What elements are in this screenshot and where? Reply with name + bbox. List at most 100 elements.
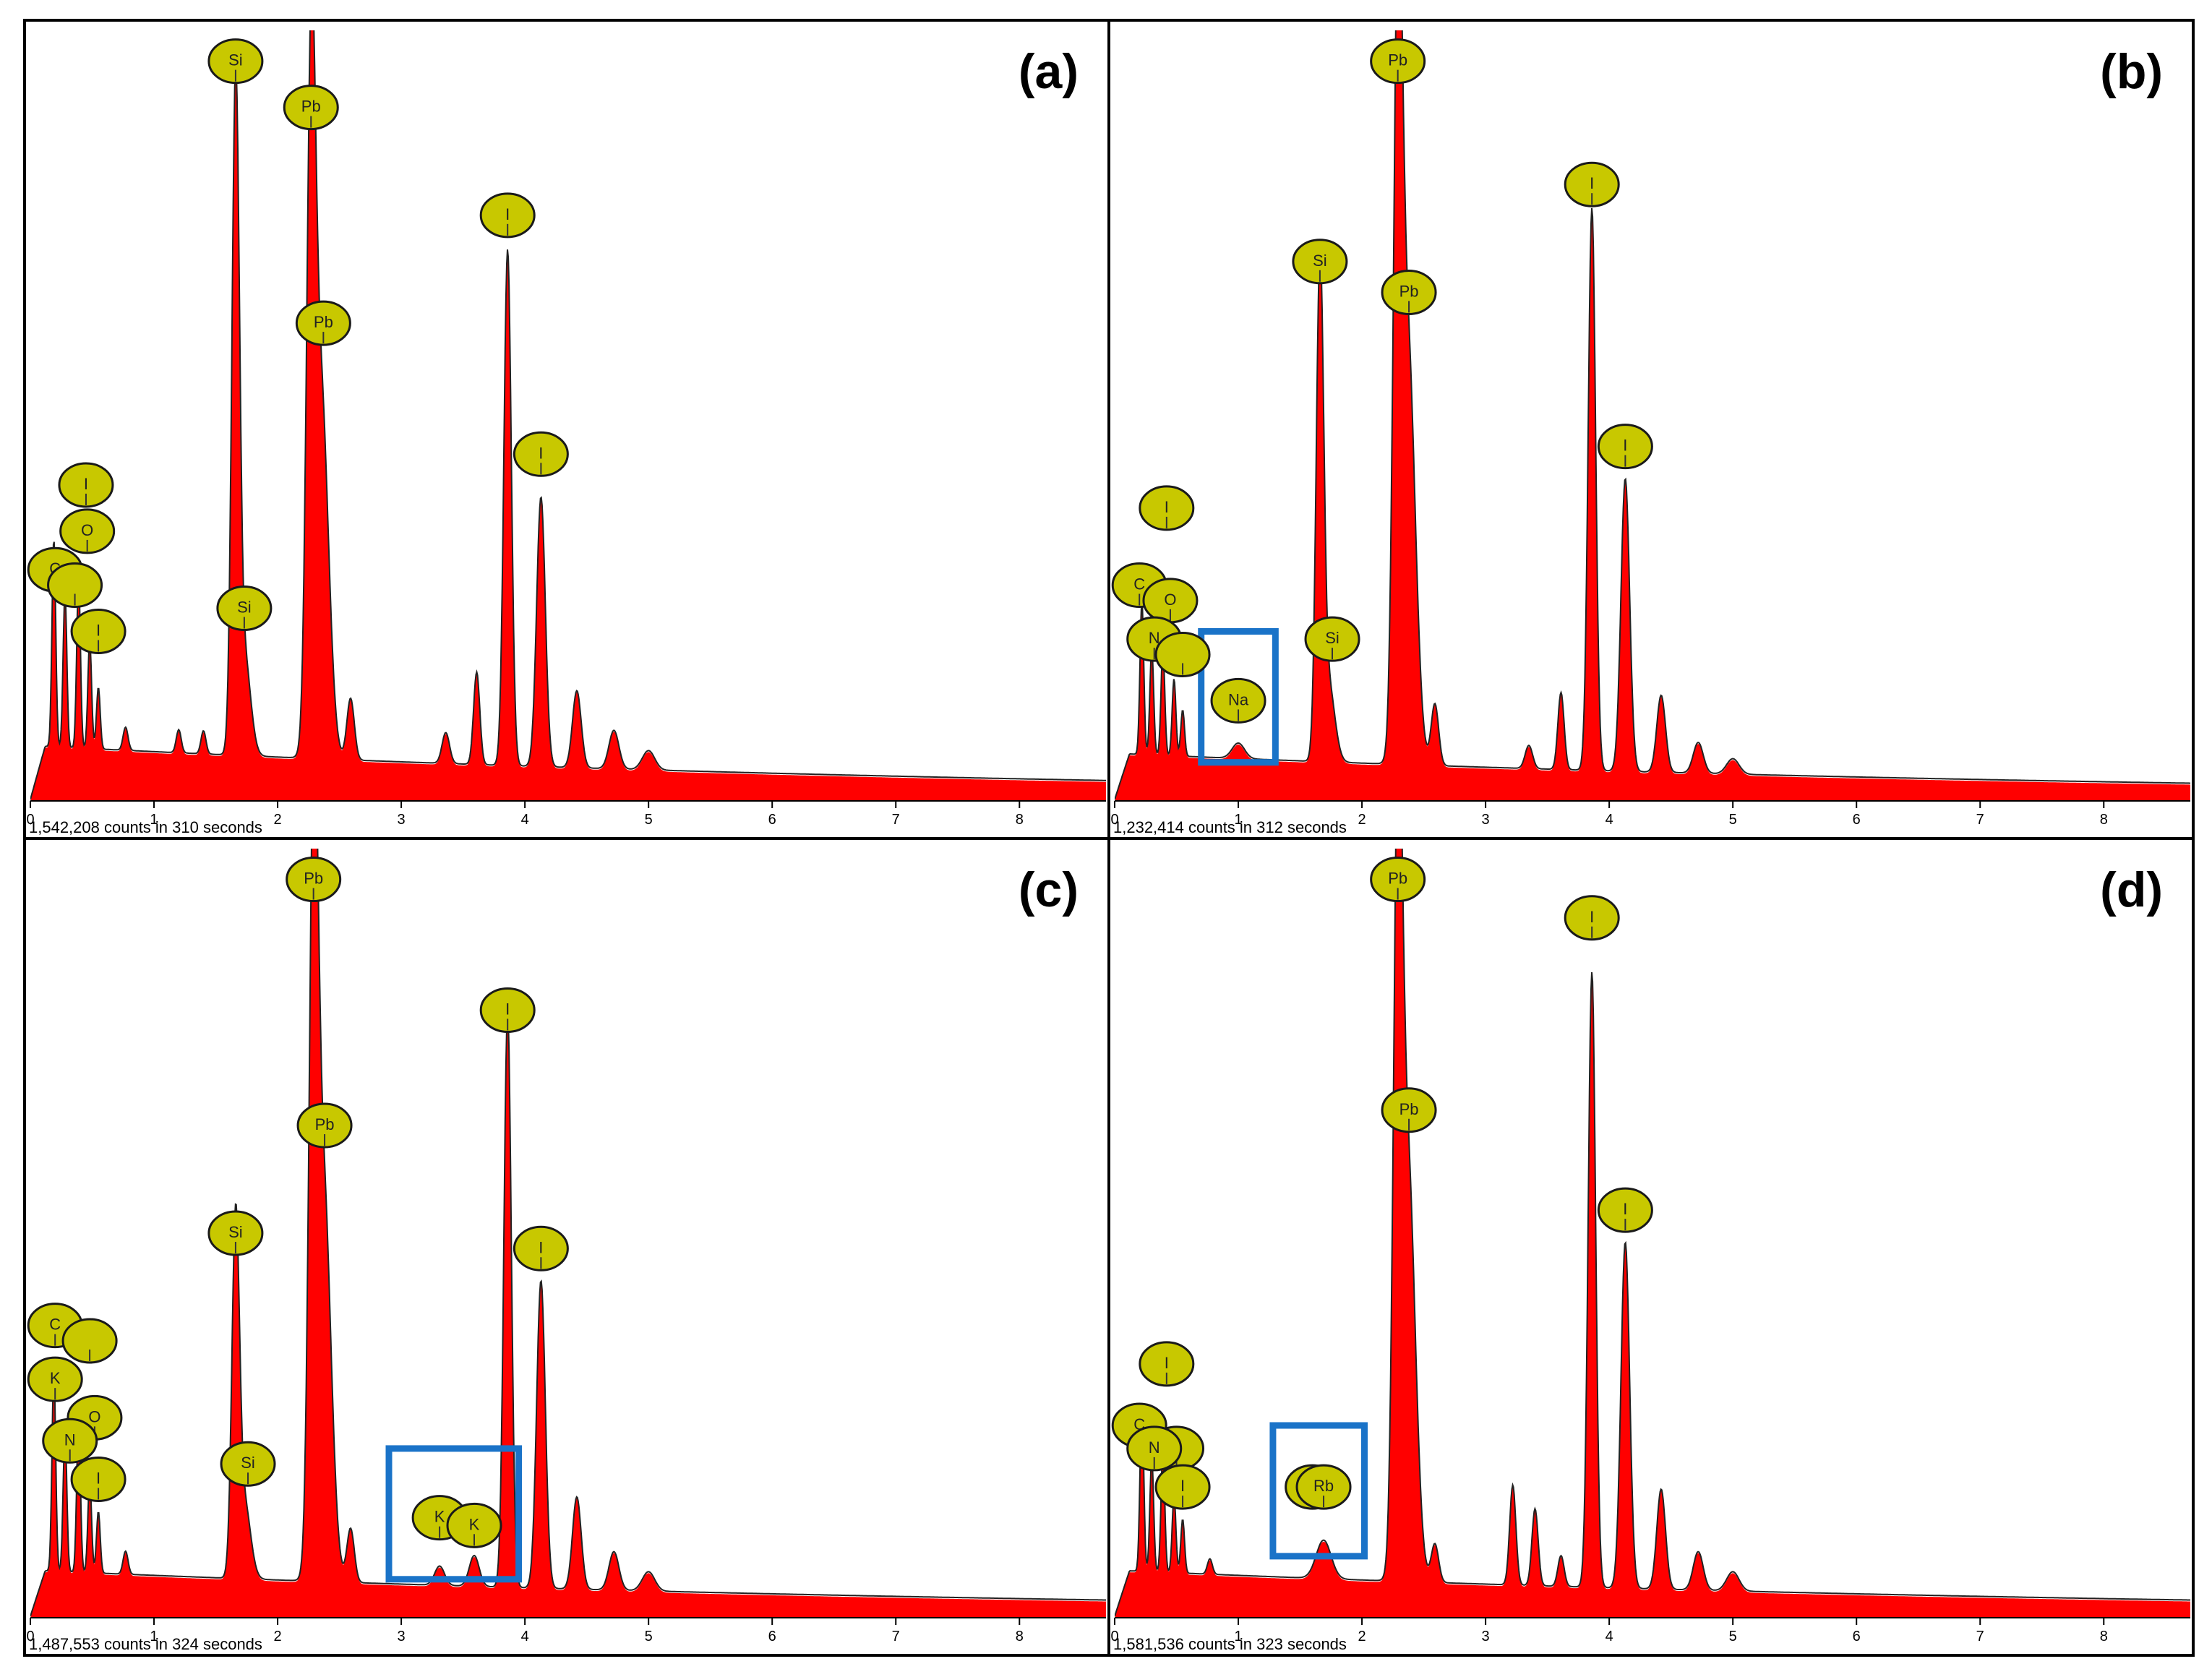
eds-panel-a: 0 1 2 3 4 5 6 7 8 1,542,208 counts in 310 seconds… — [26, 30, 1106, 836]
marker-label: Si — [1313, 252, 1327, 270]
element-marker: Na — [1210, 677, 1266, 724]
element-marker: I — [1597, 1187, 1653, 1233]
marker-ellipse — [283, 85, 339, 131]
marker-label: Pb — [1388, 51, 1407, 69]
highlight-box — [1269, 1422, 1368, 1560]
marker-label: Pb — [1399, 1100, 1419, 1118]
marker-ellipse — [1154, 1464, 1211, 1510]
marker-ellipse — [446, 1502, 502, 1548]
marker-ellipse — [1564, 895, 1620, 941]
x-tick-label: 4 — [521, 1629, 529, 1644]
x-tick-label: 0 — [26, 812, 34, 828]
counts-caption: 1,581,536 counts in 323 seconds — [1113, 1635, 1347, 1653]
marker-label: Pb — [315, 1115, 335, 1133]
marker-label: N — [64, 1431, 76, 1449]
marker-ellipse — [70, 608, 127, 654]
marker-label: I — [96, 1469, 100, 1487]
marker-ellipse — [42, 1417, 98, 1464]
element-marker: I — [1564, 895, 1620, 941]
marker-ellipse — [47, 562, 103, 609]
x-tick-label: 1 — [150, 812, 158, 828]
spectrum-fit-line — [30, 849, 1106, 1617]
x-tick-label: 7 — [892, 1629, 900, 1644]
element-marker: Rb — [1295, 1464, 1352, 1510]
marker-label: Pb — [304, 870, 323, 888]
marker-label: I — [1180, 1477, 1185, 1495]
marker-label: I — [96, 621, 100, 639]
element-marker: N — [42, 1417, 98, 1464]
element-marker: I — [1139, 485, 1195, 531]
marker-label: Si — [241, 1454, 255, 1472]
marker-label: Rb — [1313, 1477, 1334, 1495]
marker-ellipse — [513, 1225, 569, 1271]
marker-ellipse — [59, 508, 116, 554]
marker-ellipse — [207, 38, 264, 85]
marker-label: O — [1164, 591, 1176, 609]
marker-ellipse — [479, 987, 536, 1033]
marker-ellipse — [1370, 857, 1426, 903]
element-marker: I — [1597, 424, 1653, 470]
element-marker: K — [27, 1356, 83, 1402]
x-tick-label: 6 — [1853, 812, 1861, 828]
marker-label: Pb — [1399, 282, 1419, 300]
marker-ellipse — [513, 431, 569, 477]
marker-ellipse — [295, 300, 351, 346]
x-tick-label: 1 — [1234, 812, 1242, 828]
x-tick-label: 2 — [1358, 812, 1366, 828]
marker-label: N — [1149, 1438, 1160, 1457]
element-marker — [1154, 631, 1211, 677]
x-tick-label: 8 — [2100, 812, 2108, 828]
marker-label: Pb — [314, 313, 333, 331]
spectrum-fit-line — [30, 30, 1106, 800]
marker-label: Pb — [301, 98, 321, 116]
element-marker: O — [59, 508, 116, 554]
x-tick-label: 5 — [1729, 812, 1737, 828]
marker-label: C — [1133, 575, 1145, 593]
element-marker: N — [1126, 1425, 1183, 1472]
marker-label: I — [1165, 498, 1169, 516]
element-marker: Pb — [1370, 857, 1426, 903]
eds-panel-d: 0 1 2 3 4 5 6 7 8 1,581,536 counts in 323 seconds… — [1110, 849, 2190, 1653]
marker-label: K — [50, 1369, 61, 1387]
element-marker: Pb — [296, 1102, 353, 1149]
x-tick-label: 2 — [1358, 1629, 1366, 1644]
highlight-box — [385, 1445, 523, 1583]
x-tick-label: 0 — [1110, 812, 1118, 828]
x-tick-label: 6 — [768, 812, 776, 828]
x-tick-label: 2 — [274, 1629, 282, 1644]
marker-ellipse — [220, 1441, 276, 1487]
element-marker: I — [513, 431, 569, 477]
x-tick-label: 4 — [1606, 1629, 1613, 1644]
marker-label: I — [1590, 174, 1594, 192]
element-marker: I — [70, 608, 127, 654]
marker-ellipse — [479, 192, 536, 239]
marker-label: Si — [228, 1223, 243, 1241]
marker-ellipse — [1381, 1087, 1437, 1133]
x-tick-label: 5 — [645, 812, 653, 828]
element-marker: O — [1142, 578, 1199, 624]
element-marker: Si — [207, 1210, 264, 1256]
panel-label: (d) — [2100, 862, 2163, 917]
spectrum-area — [30, 30, 1106, 801]
element-marker: K — [446, 1502, 502, 1548]
x-tick-label: 6 — [768, 1629, 776, 1644]
element-marker: I — [1139, 1341, 1195, 1387]
element-marker: I — [479, 192, 536, 239]
marker-label: I — [1590, 908, 1594, 926]
x-tick-label: 8 — [1016, 812, 1024, 828]
x-tick-label: 3 — [1482, 1629, 1490, 1644]
marker-ellipse — [1295, 1464, 1352, 1510]
marker-label: Si — [228, 51, 243, 69]
marker-ellipse — [1139, 1341, 1195, 1387]
marker-ellipse — [1564, 161, 1620, 207]
marker-ellipse — [1370, 38, 1426, 85]
spectrum-fit-line — [1115, 30, 2190, 800]
x-tick-label: 1 — [150, 1629, 158, 1644]
marker-ellipse — [1154, 631, 1211, 677]
x-tick-label: 1 — [1234, 1629, 1242, 1644]
x-tick-label: 0 — [26, 1629, 34, 1644]
counts-caption: 1,542,208 counts in 310 seconds — [29, 818, 262, 836]
marker-ellipse — [286, 857, 342, 903]
spectrum-fit-line — [1115, 849, 2190, 1617]
marker-ellipse — [27, 1356, 83, 1402]
